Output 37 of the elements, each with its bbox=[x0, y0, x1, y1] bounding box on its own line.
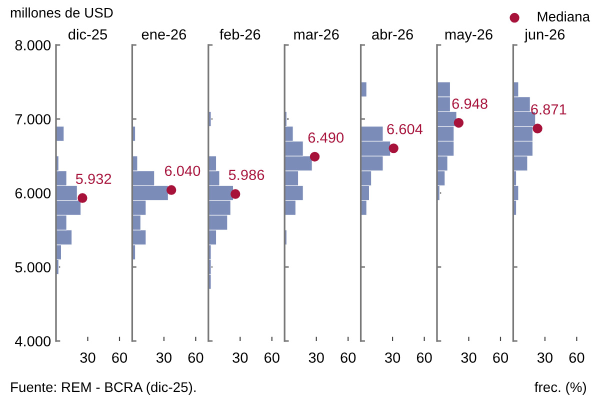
annotation: 6.604 bbox=[387, 124, 423, 134]
y-tick-label: 4.000 bbox=[14, 336, 51, 346]
annotation: 6.948 bbox=[452, 98, 488, 109]
x-tick-label: 60 bbox=[188, 352, 204, 363]
annotation: 6.871 bbox=[531, 104, 566, 115]
chart-title: jun-26 bbox=[524, 28, 565, 42]
source-note: Fuente: REM - BCRA (dic-25). bbox=[11, 382, 196, 395]
legend-label: Mediana bbox=[538, 11, 590, 22]
x-tick-label: 30 bbox=[80, 352, 96, 363]
chart-title: mar-26 bbox=[294, 29, 339, 40]
y-tick-label: 7.000 bbox=[15, 114, 51, 124]
annotation: 5.986 bbox=[228, 170, 264, 180]
x-tick-label: 60 bbox=[493, 352, 508, 363]
annotation: 6.490 bbox=[308, 132, 344, 143]
chart-title: abr-26 bbox=[372, 28, 413, 40]
x-tick-label: 60 bbox=[569, 352, 584, 363]
y-axis-title: millones de USD bbox=[10, 7, 113, 18]
x-tick-label: 30 bbox=[537, 352, 552, 363]
chart-title: dic-25 bbox=[68, 28, 107, 40]
x-axis-title: frec. (%) bbox=[534, 382, 586, 395]
y-tick-label: 8.000 bbox=[15, 40, 51, 50]
annotation: 5.932 bbox=[76, 174, 112, 184]
x-tick-label: 60 bbox=[416, 352, 432, 363]
chart-title: may-26 bbox=[445, 29, 492, 42]
chart-title: feb-26 bbox=[220, 28, 260, 40]
y-tick-label: 5.000 bbox=[15, 262, 51, 272]
y-tick-label: 6.000 bbox=[15, 188, 51, 198]
annotation: 6.040 bbox=[164, 166, 200, 176]
x-tick-label: 30 bbox=[156, 352, 172, 363]
x-tick-label: 30 bbox=[384, 352, 400, 363]
x-tick-label: 30 bbox=[232, 352, 248, 363]
chart-title: ene-26 bbox=[142, 29, 186, 40]
x-tick-label: 30 bbox=[308, 352, 324, 363]
x-tick-label: 60 bbox=[340, 352, 356, 363]
x-tick-label: 30 bbox=[461, 352, 476, 363]
x-tick-label: 60 bbox=[264, 352, 280, 363]
x-tick-label: 60 bbox=[112, 352, 128, 363]
